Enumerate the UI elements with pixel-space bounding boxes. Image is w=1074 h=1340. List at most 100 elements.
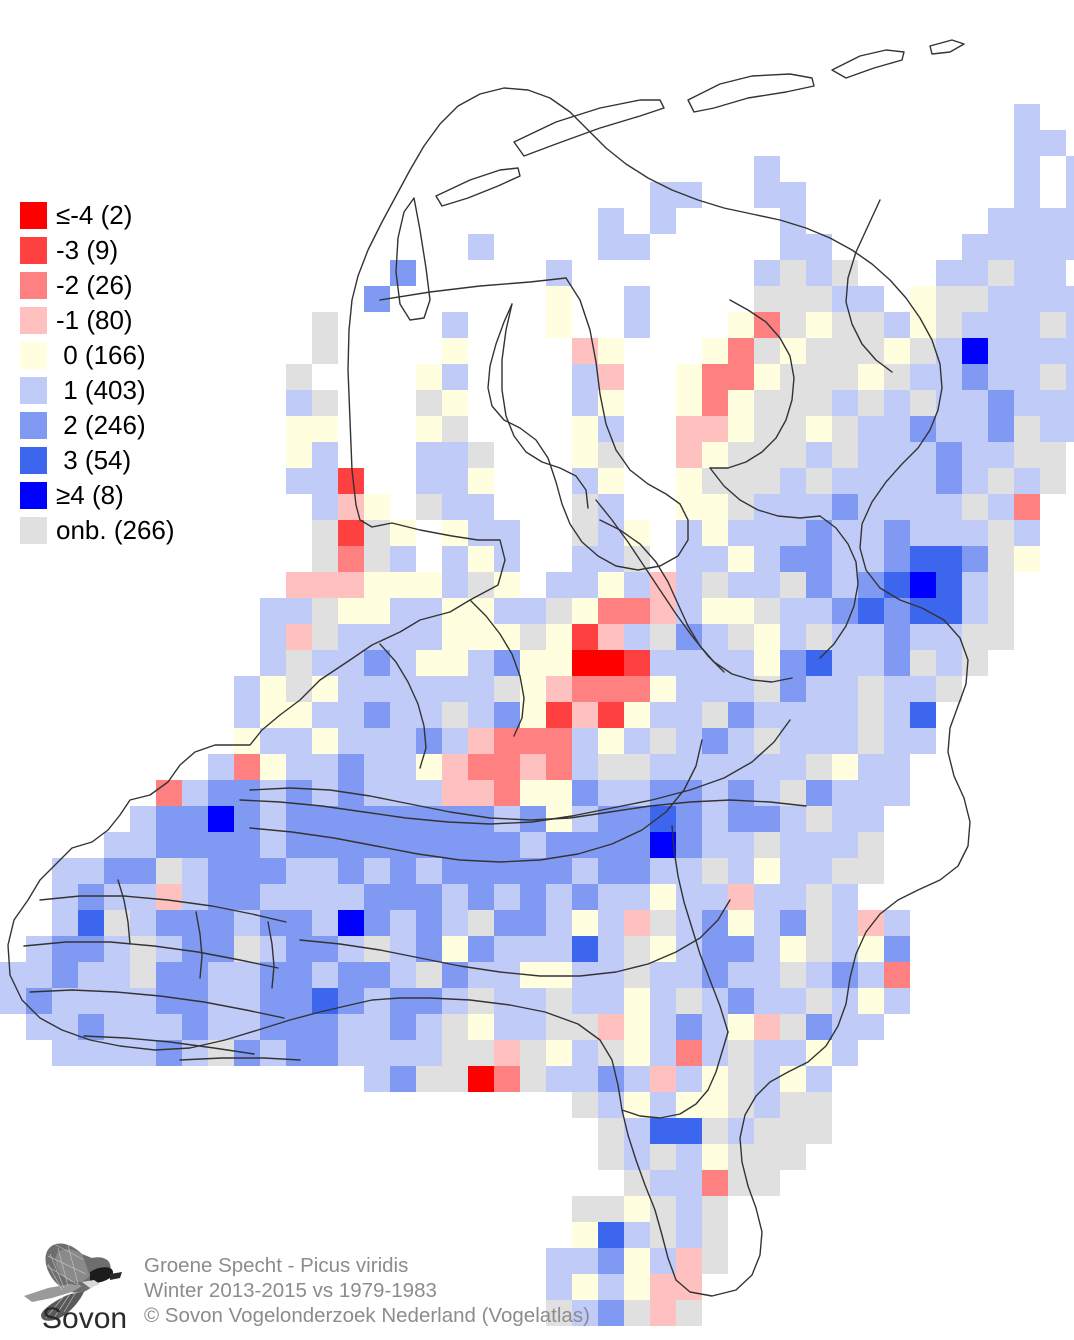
map-grid-cell <box>598 520 624 546</box>
map-grid-cell <box>676 468 702 494</box>
map-grid-cell <box>52 1040 78 1066</box>
map-grid-cell <box>780 1040 806 1066</box>
map-grid-cell <box>728 390 754 416</box>
map-grid-cell <box>624 1300 650 1326</box>
map-grid-cell <box>130 832 156 858</box>
map-grid-cell <box>442 390 468 416</box>
map-grid-cell <box>468 858 494 884</box>
province-border-rivers-brabant <box>249 787 807 821</box>
map-grid-cell <box>676 572 702 598</box>
map-grid-cell <box>286 572 312 598</box>
map-grid-cell <box>364 884 390 910</box>
map-grid-cell <box>338 598 364 624</box>
map-grid-cell <box>390 910 416 936</box>
map-grid-cell <box>338 572 364 598</box>
map-grid-cell <box>494 832 520 858</box>
legend-swatch <box>20 482 47 509</box>
map-grid-cell <box>1014 520 1040 546</box>
map-grid-cell <box>624 1066 650 1092</box>
map-grid-cell <box>312 936 338 962</box>
map-grid-cell <box>520 1014 546 1040</box>
map-grid-cell <box>520 650 546 676</box>
map-grid-cell <box>208 780 234 806</box>
map-grid-cell <box>624 312 650 338</box>
map-grid-cell <box>988 468 1014 494</box>
map-grid-cell <box>858 728 884 754</box>
map-grid-cell <box>442 442 468 468</box>
map-grid-cell <box>546 1300 572 1326</box>
map-grid-cell <box>806 416 832 442</box>
map-grid-cell <box>832 910 858 936</box>
map-grid-cell <box>936 520 962 546</box>
map-grid-cell <box>78 858 104 884</box>
map-grid-cell <box>936 546 962 572</box>
map-grid-cell <box>442 416 468 442</box>
map-grid-cell <box>338 546 364 572</box>
river-maas-limburg <box>671 825 729 1033</box>
map-grid-cell <box>338 650 364 676</box>
sovon-wordmark: Sovon <box>42 1302 127 1332</box>
map-grid-cell <box>338 910 364 936</box>
map-grid-cell <box>598 598 624 624</box>
map-grid-cell <box>884 702 910 728</box>
map-grid-cell <box>130 936 156 962</box>
map-grid-cell <box>754 1040 780 1066</box>
map-grid-cell <box>364 624 390 650</box>
map-grid-cell <box>676 390 702 416</box>
map-grid-cell <box>650 1222 676 1248</box>
map-grid-cell <box>520 728 546 754</box>
map-grid-cell <box>910 390 936 416</box>
map-grid-cell <box>598 650 624 676</box>
legend-swatch <box>20 412 47 439</box>
map-grid-cell <box>806 884 832 910</box>
map-grid-cell <box>390 884 416 910</box>
map-grid-cell <box>1040 286 1066 312</box>
map-grid-cell <box>1040 338 1066 364</box>
map-grid-cell <box>572 364 598 390</box>
map-grid-cell <box>416 780 442 806</box>
map-grid-cell <box>832 494 858 520</box>
sovon-swallow-logo: Sovon <box>24 1234 132 1335</box>
map-grid-cell <box>390 702 416 728</box>
legend-swatch <box>20 202 47 229</box>
map-grid-cell <box>260 832 286 858</box>
map-grid-cell <box>390 754 416 780</box>
map-grid-cell <box>832 598 858 624</box>
map-grid-cell <box>728 962 754 988</box>
map-grid-cell <box>598 1248 624 1274</box>
map-grid-cell <box>338 754 364 780</box>
map-grid-cell <box>520 780 546 806</box>
map-grid-cell <box>416 988 442 1014</box>
legend-row: 0 (166) <box>20 338 175 373</box>
map-grid-cell <box>676 182 702 208</box>
map-grid-cell <box>780 598 806 624</box>
map-grid-cell <box>754 858 780 884</box>
map-grid-cell <box>858 1014 884 1040</box>
map-grid-cell <box>962 234 988 260</box>
map-grid-cell <box>624 884 650 910</box>
map-grid-cell <box>390 624 416 650</box>
map-grid-cell <box>910 702 936 728</box>
map-grid-cell <box>702 1144 728 1170</box>
map-grid-cell <box>780 858 806 884</box>
map-grid-cell <box>312 884 338 910</box>
map-grid-cell <box>234 962 260 988</box>
map-grid-cell <box>780 286 806 312</box>
map-grid-cell <box>832 312 858 338</box>
province-border-zuid-holland <box>379 643 427 769</box>
map-grid-cell <box>806 312 832 338</box>
map-grid-cell <box>130 910 156 936</box>
map-grid-cell <box>546 650 572 676</box>
map-grid-cell <box>858 598 884 624</box>
map-grid-cell <box>598 728 624 754</box>
map-grid-cell <box>234 884 260 910</box>
map-grid-cell <box>910 494 936 520</box>
map-grid-cell <box>806 962 832 988</box>
map-grid-cell <box>780 572 806 598</box>
map-grid-cell <box>702 416 728 442</box>
map-grid-cell <box>676 364 702 390</box>
map-grid-cell <box>416 1014 442 1040</box>
map-grid-cell <box>702 1118 728 1144</box>
map-grid-cell <box>182 806 208 832</box>
